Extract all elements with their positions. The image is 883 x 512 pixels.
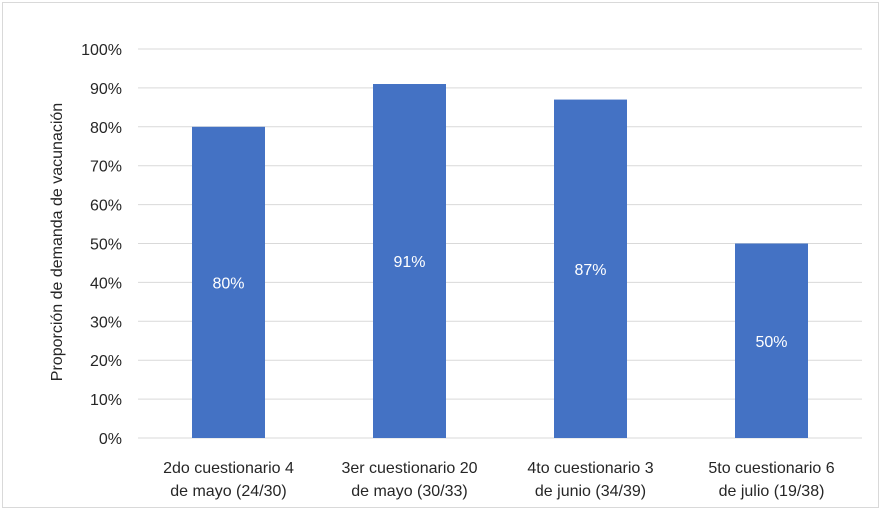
y-tick-label: 30%	[90, 314, 122, 331]
bar	[554, 99, 627, 438]
x-tick-label: 3er cuestionario 20	[341, 460, 477, 477]
y-tick-label: 100%	[81, 42, 122, 59]
y-tick-labels: 0% 10% 20% 30% 40% 50% 60% 70% 80% 90% 100%	[81, 42, 122, 448]
y-tick-label: 10%	[90, 392, 122, 409]
y-tick-label: 20%	[90, 353, 122, 370]
bar	[192, 126, 265, 439]
data-label: 80%	[212, 275, 244, 292]
y-tick-label: 60%	[90, 198, 122, 215]
x-tick-label: de mayo (24/30)	[170, 483, 287, 500]
x-tick-label: de mayo (30/33)	[351, 483, 468, 500]
y-tick-label: 90%	[90, 81, 122, 98]
y-tick-label: 40%	[90, 275, 122, 292]
x-tick-label: 4to cuestionario 3	[527, 460, 653, 477]
bar	[373, 84, 446, 438]
data-labels: 80% 91% 87% 50%	[212, 254, 787, 351]
y-tick-label: 80%	[90, 120, 122, 137]
x-tick-label: 5to cuestionario 6	[708, 460, 834, 477]
data-label: 87%	[574, 262, 606, 279]
y-tick-label: 70%	[90, 159, 122, 176]
x-tick-label: de julio (19/38)	[719, 483, 825, 500]
x-tick-labels: 2do cuestionario 4 de mayo (24/30) 3er cue…	[163, 460, 835, 500]
x-tick-label: 2do cuestionario 4	[163, 460, 294, 477]
data-label: 50%	[755, 334, 787, 351]
data-label: 91%	[393, 254, 425, 271]
y-axis-label: Proporción de demanda de vacunación	[49, 103, 66, 381]
x-tick-label: de junio (34/39)	[535, 483, 646, 500]
y-tick-label: 50%	[90, 237, 122, 254]
bar	[735, 243, 808, 438]
y-tick-label: 0%	[99, 431, 122, 448]
bars	[192, 84, 808, 439]
